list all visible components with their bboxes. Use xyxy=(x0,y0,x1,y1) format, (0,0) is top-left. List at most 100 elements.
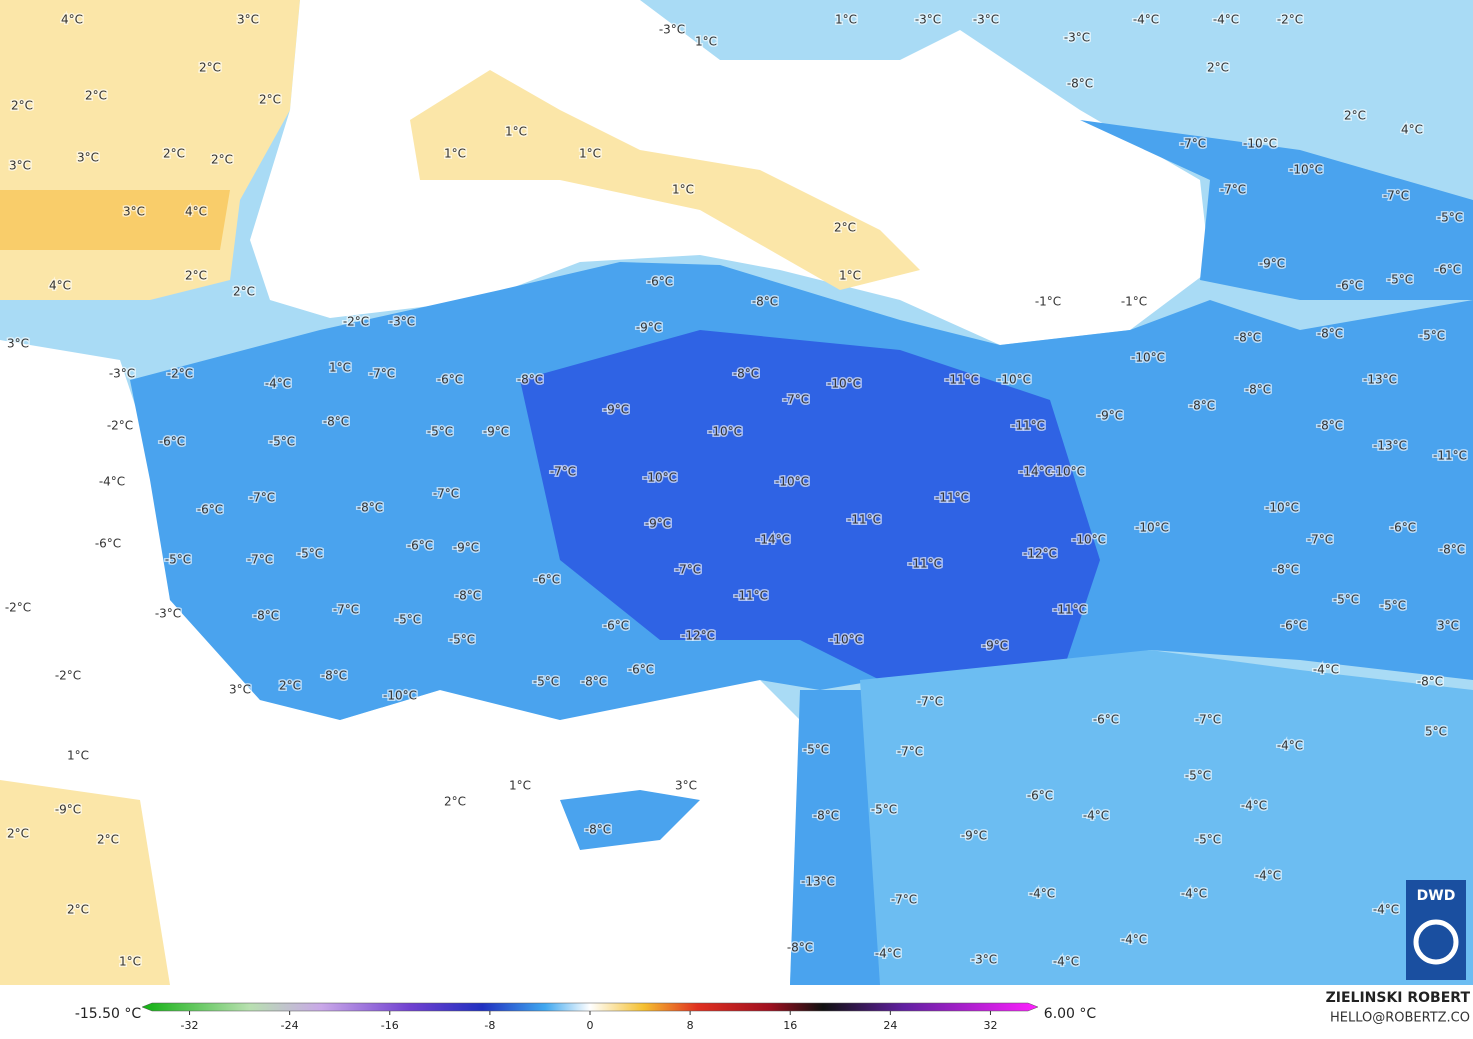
temp-label: -6°C xyxy=(159,435,185,449)
temp-label: -6°C xyxy=(1337,279,1363,293)
temp-label: -2°C xyxy=(1277,13,1303,27)
temp-label: 1°C xyxy=(835,13,857,27)
temp-label: -4°C xyxy=(1373,903,1399,917)
temp-label: -10°C xyxy=(1265,501,1299,515)
temp-label: -11°C xyxy=(935,491,969,505)
temp-label: -11°C xyxy=(847,513,881,527)
temp-label: -10°C xyxy=(1051,465,1085,479)
temp-label: -3°C xyxy=(155,607,181,621)
temp-label: -9°C xyxy=(1097,409,1123,423)
temp-label: -8°C xyxy=(455,589,481,603)
temp-label: -8°C xyxy=(733,367,759,381)
temp-label: -3°C xyxy=(973,13,999,27)
temp-label: -10°C xyxy=(997,373,1031,387)
temp-label: 5°C xyxy=(1425,725,1447,739)
temp-label: -7°C xyxy=(675,563,701,577)
temp-label: 1°C xyxy=(672,183,694,197)
temp-label: 2°C xyxy=(163,147,185,161)
balkans-warm xyxy=(0,190,230,250)
temp-label: -8°C xyxy=(1439,543,1465,557)
temp-label: -7°C xyxy=(917,695,943,709)
temp-label: -8°C xyxy=(357,501,383,515)
temp-label: -4°C xyxy=(1181,887,1207,901)
temp-label: 1°C xyxy=(695,35,717,49)
temp-label: -10°C xyxy=(1243,137,1277,151)
temp-label: 1°C xyxy=(444,147,466,161)
temp-label: -3°C xyxy=(915,13,941,27)
temp-label: -7°C xyxy=(1180,137,1206,151)
temp-label: 3°C xyxy=(77,151,99,165)
temp-label: 2°C xyxy=(185,269,207,283)
temp-label: -8°C xyxy=(1317,327,1343,341)
temp-label: -2°C xyxy=(55,669,81,683)
temp-label: 1°C xyxy=(67,749,89,763)
temp-label: -4°C xyxy=(265,377,291,391)
temp-label: -2°C xyxy=(167,367,193,381)
temp-label: -9°C xyxy=(603,403,629,417)
temp-label: -4°C xyxy=(1241,799,1267,813)
temp-label: -6°C xyxy=(1027,789,1053,803)
temp-label: -3°C xyxy=(1064,31,1090,45)
cyprus xyxy=(560,790,700,850)
temp-label: -2°C xyxy=(107,419,133,433)
temp-label: 1°C xyxy=(839,269,861,283)
temp-label: -7°C xyxy=(249,491,275,505)
temp-label: 1°C xyxy=(505,125,527,139)
temp-label: -4°C xyxy=(99,475,125,489)
temp-label: -10°C xyxy=(775,475,809,489)
temp-label: -11°C xyxy=(734,589,768,603)
temp-label: -2°C xyxy=(343,315,369,329)
temp-label: -10°C xyxy=(383,689,417,703)
temp-label: -9°C xyxy=(483,425,509,439)
temp-label: -12°C xyxy=(1023,547,1057,561)
temp-label: -8°C xyxy=(1273,563,1299,577)
temp-label: -3°C xyxy=(389,315,415,329)
temp-label: -8°C xyxy=(752,295,778,309)
temp-label: -5°C xyxy=(871,803,897,817)
temp-label: 2°C xyxy=(11,99,33,113)
colorbar-tick-label: 24 xyxy=(883,1019,897,1032)
temp-label: -13°C xyxy=(801,875,835,889)
temp-label: -4°C xyxy=(1213,13,1239,27)
temp-label: -7°C xyxy=(433,487,459,501)
libya-warm xyxy=(0,780,170,985)
temp-label: -8°C xyxy=(1235,331,1261,345)
temp-label: -10°C xyxy=(1072,533,1106,547)
author: ZIELINSKI ROBERT xyxy=(1326,990,1471,1006)
temp-label: -9°C xyxy=(453,541,479,555)
temp-label: -10°C xyxy=(1289,163,1323,177)
temp-label: 4°C xyxy=(185,205,207,219)
temp-label: -6°C xyxy=(1435,263,1461,277)
temp-label: -7°C xyxy=(891,893,917,907)
temp-label: -5°C xyxy=(1437,211,1463,225)
temp-label: 1°C xyxy=(329,361,351,375)
temp-label: 2°C xyxy=(97,833,119,847)
contact: HELLO@ROBERTZ.CO xyxy=(1330,1011,1470,1026)
temp-label: 1°C xyxy=(119,955,141,969)
temp-label: 2°C xyxy=(211,153,233,167)
caucasus xyxy=(1080,120,1473,300)
temp-label: 2°C xyxy=(85,89,107,103)
temp-label: 2°C xyxy=(7,827,29,841)
temp-label: -5°C xyxy=(269,435,295,449)
temp-label: -7°C xyxy=(550,465,576,479)
temp-label: -7°C xyxy=(1307,533,1333,547)
temp-label: -5°C xyxy=(1195,833,1221,847)
temp-label: -5°C xyxy=(533,675,559,689)
colorbar xyxy=(141,1002,1039,1012)
temp-label: 3°C xyxy=(123,205,145,219)
temp-label: -7°C xyxy=(247,553,273,567)
temp-label: -8°C xyxy=(787,941,813,955)
temp-label: -6°C xyxy=(197,503,223,517)
temp-label: -11°C xyxy=(908,557,942,571)
temp-label: -3°C xyxy=(659,23,685,37)
colorbar-tick-label: -32 xyxy=(181,1019,199,1032)
temp-label: -8°C xyxy=(253,609,279,623)
temp-label: -14°C xyxy=(1019,465,1053,479)
temp-label: -8°C xyxy=(517,373,543,387)
temp-label: -7°C xyxy=(897,745,923,759)
temp-label: -6°C xyxy=(628,663,654,677)
temp-label: 1°C xyxy=(509,779,531,793)
temp-label: 3°C xyxy=(675,779,697,793)
temp-label: 3°C xyxy=(9,159,31,173)
